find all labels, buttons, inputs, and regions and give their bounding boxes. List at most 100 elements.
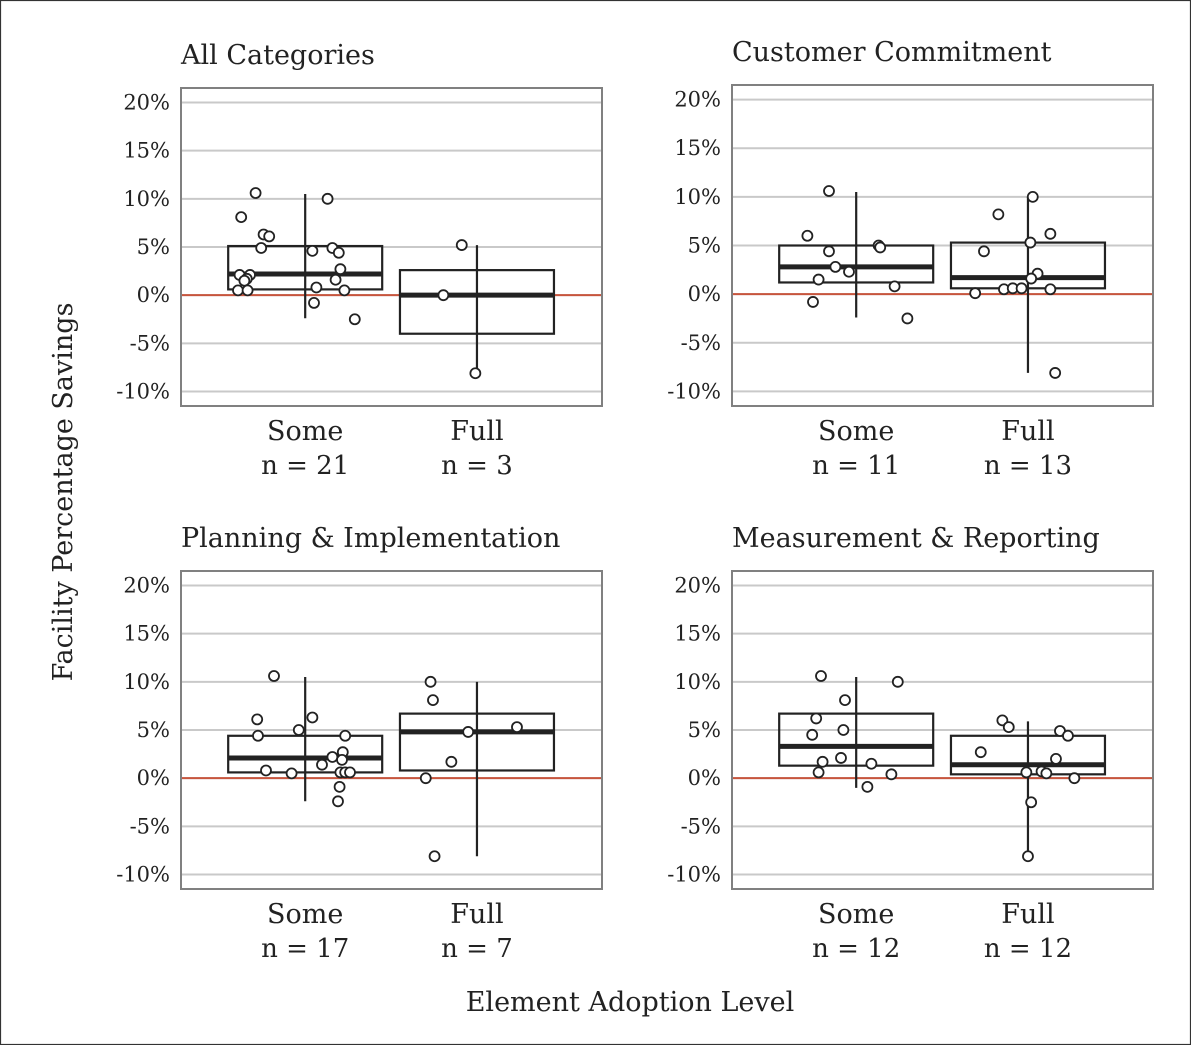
x-n-label: n = 12 — [984, 934, 1072, 964]
data-point — [332, 795, 344, 808]
y-tick-label: -10% — [667, 379, 721, 403]
data-point — [249, 187, 262, 199]
data-point — [344, 766, 356, 779]
y-tick-label: 10% — [674, 185, 721, 209]
panel-title: Customer Commitment — [732, 37, 1052, 68]
data-point — [251, 713, 264, 726]
x-category-label: Full — [450, 416, 503, 447]
y-tick-label: -5% — [130, 814, 170, 838]
data-point — [292, 724, 305, 736]
data-point — [1025, 272, 1038, 285]
panels: All Categories 20% 15% 10% 5% 0% -5% -10% Some n … — [116, 37, 1154, 964]
data-point — [428, 850, 441, 863]
box — [227, 734, 384, 774]
x-n-label: n = 17 — [261, 934, 349, 964]
data-point — [829, 260, 842, 273]
x-n-label: n = 21 — [261, 451, 349, 481]
data-point — [469, 367, 482, 380]
data-point — [885, 768, 898, 781]
y-tick-label: 5% — [137, 235, 170, 259]
data-point — [865, 757, 878, 770]
data-point — [807, 296, 819, 308]
panel-1: All Categories 20% 15% 10% 5% 0% -5% -10% Some n … — [116, 40, 603, 481]
panel-frame — [731, 570, 1154, 890]
y-tick-label: 0% — [137, 283, 170, 307]
y-tick-label: -5% — [681, 331, 721, 355]
panel-frame — [731, 84, 1154, 407]
data-point — [1015, 282, 1028, 295]
y-tick-label: 20% — [123, 573, 170, 597]
y-tick-label: 20% — [674, 573, 721, 597]
data-point — [806, 728, 819, 741]
data-point — [306, 711, 319, 724]
data-point — [1040, 767, 1053, 780]
data-point — [978, 245, 990, 258]
x-category-label: Some — [267, 416, 343, 447]
data-point — [969, 287, 982, 300]
x-n-label: n = 7 — [441, 934, 513, 964]
x-category-label: Full — [1001, 416, 1054, 447]
data-point — [874, 241, 887, 254]
data-point — [812, 766, 825, 779]
data-point — [812, 273, 825, 286]
data-point — [241, 284, 254, 297]
group-full: Full n = 7 — [398, 675, 556, 964]
data-point — [1049, 367, 1062, 379]
data-point — [437, 289, 450, 302]
data-point — [835, 752, 847, 764]
panel-frame — [180, 570, 603, 890]
data-point — [238, 274, 251, 287]
data-point — [268, 670, 280, 682]
panel-4: Measurement & Reporting 20% 15% 10% 5% 0% -5% -… — [667, 523, 1154, 964]
data-point — [888, 280, 901, 293]
data-point — [252, 729, 264, 742]
data-point — [1044, 283, 1057, 296]
group-some: Some n = 21 — [227, 187, 384, 481]
data-point — [285, 767, 298, 780]
data-point — [1002, 721, 1015, 734]
x-axis-title: Element Adoption Level — [466, 987, 795, 1018]
y-tick-label: 0% — [137, 766, 170, 790]
y-tick-label: 20% — [123, 90, 170, 114]
data-point — [1062, 729, 1074, 742]
y-tick-label: 5% — [688, 718, 721, 742]
y-tick-label: -5% — [130, 331, 170, 355]
box — [227, 244, 384, 291]
panel-3: Planning & Implementation 20% 15% 10% 5% 0% -5… — [116, 523, 603, 964]
data-point — [861, 780, 874, 793]
data-point — [334, 263, 347, 276]
group-some: Some n = 17 — [227, 670, 384, 964]
panel-2: Customer Commitment 20% 15% 10% 5% 0% -5% -10% S… — [667, 37, 1154, 481]
y-tick-label: 5% — [688, 234, 721, 258]
data-point — [235, 211, 248, 224]
data-point — [232, 284, 244, 297]
data-point — [816, 755, 829, 768]
group-full: Full n = 13 — [949, 190, 1107, 481]
x-category-label: Some — [818, 416, 894, 447]
y-tick-label: -10% — [116, 380, 170, 404]
data-point — [329, 273, 342, 286]
data-point — [810, 712, 823, 725]
x-n-label: n = 11 — [812, 451, 900, 481]
data-point — [308, 296, 320, 309]
data-point — [839, 694, 851, 707]
data-point — [260, 764, 272, 777]
data-point — [1022, 850, 1034, 863]
panel-title: All Categories — [180, 40, 375, 71]
y-tick-label: 10% — [123, 187, 170, 211]
data-point — [823, 245, 835, 258]
x-category-label: Some — [818, 899, 894, 930]
x-category-label: Full — [1001, 899, 1054, 930]
data-point — [321, 192, 334, 205]
y-tick-label: -10% — [667, 863, 721, 887]
data-point — [801, 229, 814, 242]
box — [778, 244, 935, 284]
data-point — [326, 751, 339, 763]
data-point — [338, 284, 351, 297]
data-point — [316, 758, 328, 771]
x-n-label: n = 3 — [441, 451, 513, 481]
data-point — [1020, 766, 1033, 779]
data-point — [332, 246, 345, 259]
